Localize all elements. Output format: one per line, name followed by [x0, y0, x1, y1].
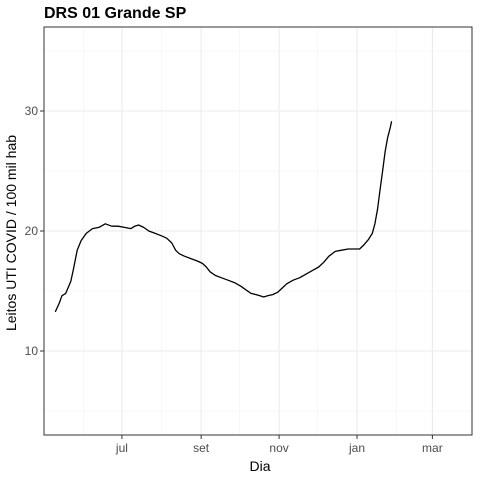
- x-tick-label: jan: [348, 441, 365, 455]
- series-line: [54, 121, 393, 313]
- y-tick-label: 30: [25, 104, 39, 118]
- x-tick-label: nov: [269, 441, 288, 455]
- x-tick-label: set: [193, 441, 210, 455]
- x-axis-title: Dia: [249, 458, 270, 474]
- y-axis: 10 20 30: [25, 104, 44, 358]
- chart-title: DRS 01 Grande SP: [44, 5, 187, 22]
- x-tick-label: mar: [422, 441, 443, 455]
- plot-panel: [43, 26, 473, 436]
- y-axis-title: Leitos UTI COVID / 100 mil hab: [3, 135, 19, 331]
- x-axis: jul set nov jan mar: [115, 435, 443, 455]
- series-layer: [54, 121, 393, 313]
- y-tick-label: 10: [25, 344, 39, 358]
- x-tick-label: jul: [115, 441, 128, 455]
- major-gridlines: [44, 27, 472, 435]
- y-tick-label: 20: [25, 224, 39, 238]
